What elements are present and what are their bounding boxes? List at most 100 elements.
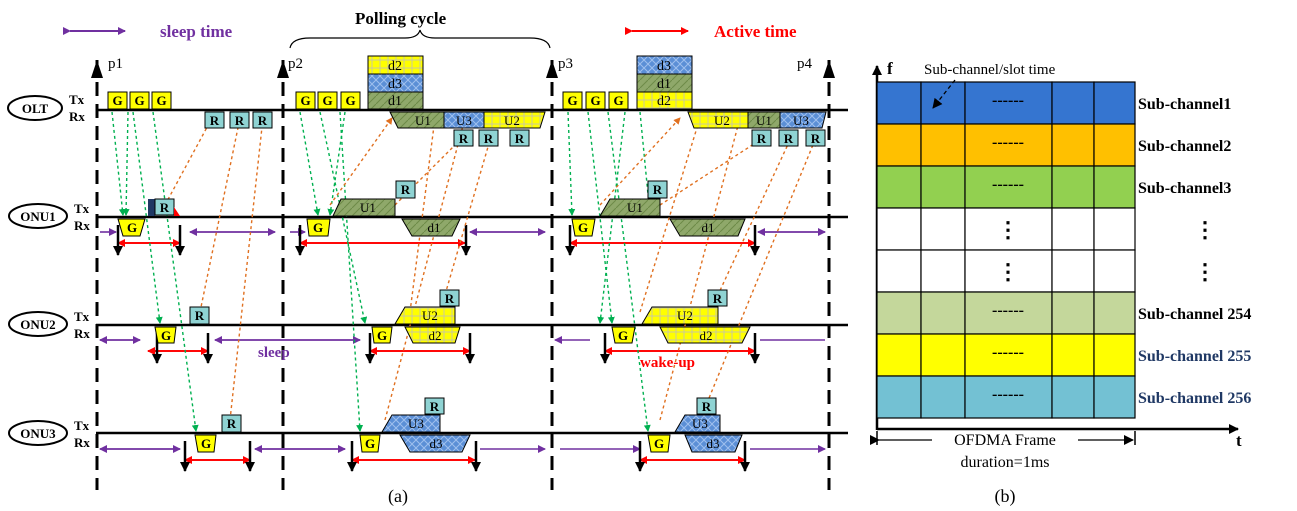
subchannel-label: Sub-channel2 xyxy=(1138,138,1231,155)
svg-text:d1: d1 xyxy=(388,94,402,109)
grid-cell xyxy=(876,81,922,125)
olt-rx-block: R R R U1 U3 U2 R R R U2 U1 xyxy=(204,111,827,147)
svg-text:G: G xyxy=(313,220,323,235)
svg-text:U2: U2 xyxy=(714,113,730,128)
grid-cell xyxy=(1051,333,1095,377)
vertical-ellipsis: ⋮ xyxy=(1194,259,1216,284)
svg-text:G: G xyxy=(300,93,310,108)
svg-text:U3: U3 xyxy=(456,113,472,128)
grid-cell xyxy=(1093,375,1136,419)
grid-cell xyxy=(1051,207,1095,251)
olt-tx-label: Tx xyxy=(69,92,85,107)
svg-text:R: R xyxy=(515,131,525,146)
grid-cell xyxy=(876,291,922,335)
sleep-label: sleep xyxy=(258,345,290,361)
frame-duration-line2: duration=1ms xyxy=(960,454,1049,471)
wakeup-label: wake-up xyxy=(640,355,695,371)
svg-text:G: G xyxy=(322,93,332,108)
node-onu2: ONU2 xyxy=(20,317,55,332)
caption-b: (b) xyxy=(995,486,1016,507)
grid-cell xyxy=(1051,123,1095,167)
slot-ellipsis: ------ xyxy=(992,176,1024,193)
svg-text:R: R xyxy=(459,131,469,146)
svg-text:R: R xyxy=(401,182,411,197)
grid-cell xyxy=(1051,249,1095,293)
svg-text:G: G xyxy=(377,328,387,343)
svg-text:R: R xyxy=(430,399,440,414)
svg-text:R: R xyxy=(653,182,663,197)
grid-cell xyxy=(1051,291,1095,335)
grid-cell xyxy=(964,249,1053,293)
poll-point-p1: p1 xyxy=(108,56,123,72)
vertical-ellipsis: ⋮ xyxy=(997,259,1019,284)
slot-pointer-arrow xyxy=(932,79,956,109)
grid-cell xyxy=(876,165,922,209)
svg-text:G: G xyxy=(112,93,122,108)
svg-text:G: G xyxy=(567,93,577,108)
f-axis-label: f xyxy=(887,59,893,78)
grid-cell xyxy=(1093,207,1136,251)
legend-active-time: Active time xyxy=(714,22,797,41)
svg-text:U1: U1 xyxy=(627,200,643,215)
svg-text:d2: d2 xyxy=(700,328,713,343)
svg-text:d3: d3 xyxy=(388,77,402,92)
grid-cell xyxy=(920,249,966,293)
svg-text:R: R xyxy=(784,131,794,146)
svg-text:U3: U3 xyxy=(408,416,424,431)
svg-text:R: R xyxy=(484,131,494,146)
subchannel-grid: ------ Sub-channel1 ------ Sub-channel2 ----… xyxy=(876,81,1251,419)
svg-text:d1: d1 xyxy=(702,220,715,235)
svg-text:R: R xyxy=(702,399,712,414)
svg-text:R: R xyxy=(811,131,821,146)
grid-cell xyxy=(920,375,966,419)
slot-ellipsis: ------ xyxy=(992,386,1024,403)
vertical-ellipsis: ⋮ xyxy=(997,217,1019,242)
svg-text:d3: d3 xyxy=(707,436,720,451)
svg-text:G: G xyxy=(345,93,355,108)
svg-text:G: G xyxy=(365,436,375,451)
node-olt: OLT xyxy=(22,101,49,116)
svg-text:d2: d2 xyxy=(388,59,402,74)
svg-text:R: R xyxy=(227,416,237,431)
slot-time-label: Sub-channel/slot time xyxy=(924,62,1056,78)
node-onu1: ONU1 xyxy=(20,209,55,224)
svg-text:G: G xyxy=(618,328,628,343)
grid-cell xyxy=(964,333,1053,377)
onu2-rx-label: Rx xyxy=(74,326,90,341)
svg-text:U3: U3 xyxy=(793,113,809,128)
subchannel-label: Sub-channel3 xyxy=(1138,180,1231,197)
legend-sleep-time: sleep time xyxy=(160,22,233,41)
grid-cell xyxy=(1093,333,1136,377)
grid-cell xyxy=(1093,249,1136,293)
grid-cell xyxy=(964,81,1053,125)
svg-text:G: G xyxy=(654,436,664,451)
grid-cell xyxy=(920,123,966,167)
grid-cell xyxy=(1093,81,1136,125)
grid-cell xyxy=(964,375,1053,419)
svg-text:U2: U2 xyxy=(422,308,438,323)
subchannel-label: Sub-channel 255 xyxy=(1138,348,1251,365)
svg-text:R: R xyxy=(713,291,723,306)
svg-text:G: G xyxy=(578,220,588,235)
svg-text:U1: U1 xyxy=(756,113,772,128)
onu2-tx-label: Tx xyxy=(74,309,90,324)
slot-ellipsis: ------ xyxy=(992,134,1024,151)
grid-cell xyxy=(1093,291,1136,335)
node-labels: OLT ONU1 ONU2 ONU3 xyxy=(7,95,68,446)
grid-cell xyxy=(1051,81,1095,125)
svg-text:R: R xyxy=(235,113,245,128)
svg-text:R: R xyxy=(445,291,455,306)
onu1-frames: G R G U1 R d1 G U1 R d1 xyxy=(117,180,746,237)
caption-a: (a) xyxy=(388,486,408,507)
olt-grant-block: G G G G G G G G G xyxy=(107,91,629,110)
subchannel-label: Sub-channel 256 xyxy=(1138,390,1251,407)
svg-text:G: G xyxy=(161,328,171,343)
olt-downstream-stack-cycle2: d2 d3 d1 xyxy=(367,55,424,110)
grid-cell xyxy=(876,123,922,167)
grid-cell xyxy=(876,333,922,377)
svg-text:d3: d3 xyxy=(430,436,443,451)
grid-cell xyxy=(1051,165,1095,209)
svg-text:R: R xyxy=(757,131,767,146)
t-axis-label: t xyxy=(1236,431,1242,450)
